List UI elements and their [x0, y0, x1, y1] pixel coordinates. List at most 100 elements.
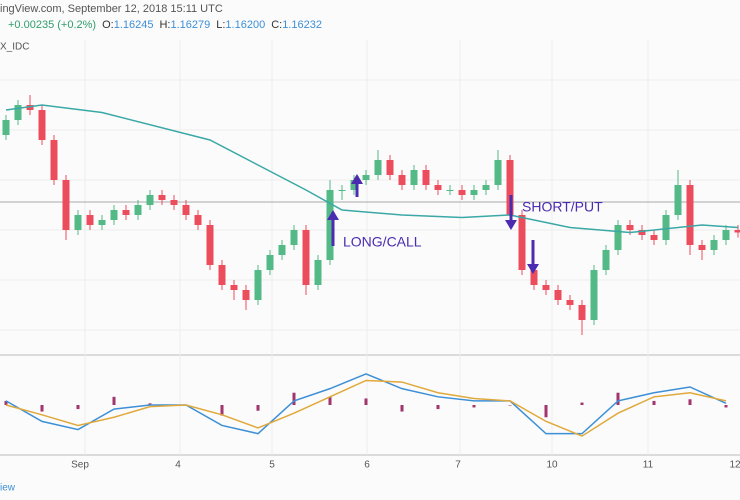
field-value: 1.16245	[114, 19, 154, 31]
histogram-bar	[4, 400, 8, 405]
header-source: ingView.com, September 12, 2018 15:11 UT…	[0, 3, 223, 15]
histogram-bar	[364, 398, 368, 405]
candle-body	[518, 215, 526, 270]
candle-body	[278, 245, 286, 255]
candle-body	[482, 185, 490, 190]
candle-body	[314, 260, 322, 285]
candle-body	[578, 305, 586, 320]
field-label: O:	[102, 19, 114, 31]
candle-body	[134, 205, 142, 215]
candle-body	[326, 190, 334, 260]
x-tick-label: 7	[455, 460, 461, 471]
histogram-bar	[400, 405, 404, 412]
candle-body	[734, 230, 740, 233]
candle-body	[554, 290, 562, 300]
arrow-head	[327, 210, 339, 220]
candle-body	[458, 190, 466, 195]
candle-body	[146, 195, 154, 205]
candle-body	[614, 225, 622, 250]
histogram-bar	[436, 405, 440, 410]
field-label: L:	[216, 19, 225, 31]
header-ohlc: +0.00235 (+0.2%) O:1.16245 H:1.16279 L:1.16…	[8, 19, 322, 31]
candle-body	[50, 140, 58, 180]
candle-body	[230, 285, 238, 290]
field-value: 1.16200	[225, 19, 265, 31]
histogram-bar	[688, 399, 692, 405]
candle-body	[638, 230, 646, 235]
candle-body	[290, 230, 298, 245]
candle-body	[14, 105, 22, 120]
candle-body	[110, 210, 118, 220]
candle-body	[710, 240, 718, 250]
candle-body	[362, 175, 370, 180]
candle-body	[38, 110, 46, 140]
annotation: LONG/CALL	[343, 234, 422, 250]
candle-body	[398, 175, 406, 185]
field-value: 1.16232	[282, 19, 322, 31]
candle-body	[566, 300, 574, 305]
histogram-bar	[40, 405, 44, 412]
candle-body	[494, 160, 502, 185]
histogram-bar	[544, 405, 548, 418]
candle-body	[662, 215, 670, 240]
moving-average	[5, 104, 739, 234]
histogram-bar	[220, 405, 224, 416]
histogram-bar	[472, 405, 476, 408]
candle-body	[266, 255, 274, 270]
candle-body	[434, 185, 442, 190]
candle-body	[386, 160, 394, 175]
candle-body	[422, 170, 430, 185]
candle-body	[542, 285, 550, 290]
candle-body	[182, 205, 190, 215]
annotation: SHORT/PUT	[522, 199, 603, 215]
candle-body	[26, 105, 34, 110]
histogram-bar	[508, 405, 512, 406]
oscillator-line	[5, 379, 727, 437]
arrow-head	[505, 220, 517, 230]
histogram-bar	[292, 392, 296, 405]
candle-body	[722, 230, 730, 240]
candle-body	[350, 180, 358, 190]
change: +0.00235 (+0.2%)	[8, 19, 96, 31]
candle-body	[86, 215, 94, 225]
histogram-bar	[724, 405, 728, 408]
candle-body	[470, 190, 478, 195]
candle-body	[446, 190, 454, 191]
field-label: H:	[159, 19, 170, 31]
x-tick-label: 11	[643, 460, 654, 471]
candle-body	[302, 230, 310, 285]
candle-body	[530, 270, 538, 285]
candle-body	[590, 270, 598, 320]
field-label: C:	[271, 19, 282, 31]
candle-body	[698, 245, 706, 250]
x-tick-label: 12	[729, 460, 740, 471]
histogram-bar	[580, 402, 584, 405]
symbol: X_IDC	[0, 42, 29, 53]
histogram-bar	[616, 392, 620, 405]
candle-body	[602, 250, 610, 270]
histogram-bar	[112, 396, 116, 405]
candle-body	[338, 190, 346, 191]
candle-body	[170, 200, 178, 205]
histogram-bar	[148, 403, 152, 405]
candle-body	[2, 120, 10, 135]
candle-body	[122, 210, 130, 215]
histogram-bar	[328, 396, 332, 405]
candle-body	[74, 215, 82, 230]
candle-body	[254, 270, 262, 300]
candle-body	[626, 225, 634, 230]
x-tick-label: 10	[546, 460, 558, 471]
oscillator-line	[5, 373, 727, 435]
x-tick-label: 5	[269, 460, 275, 471]
arrow-head	[351, 174, 363, 184]
candle-body	[410, 170, 418, 185]
histogram-bar	[256, 405, 260, 411]
candle-body	[158, 195, 166, 200]
x-tick-label: 4	[175, 460, 181, 471]
candle-body	[98, 220, 106, 225]
candle-body	[194, 215, 202, 225]
candle-body	[674, 185, 682, 215]
candle-body	[206, 225, 214, 265]
